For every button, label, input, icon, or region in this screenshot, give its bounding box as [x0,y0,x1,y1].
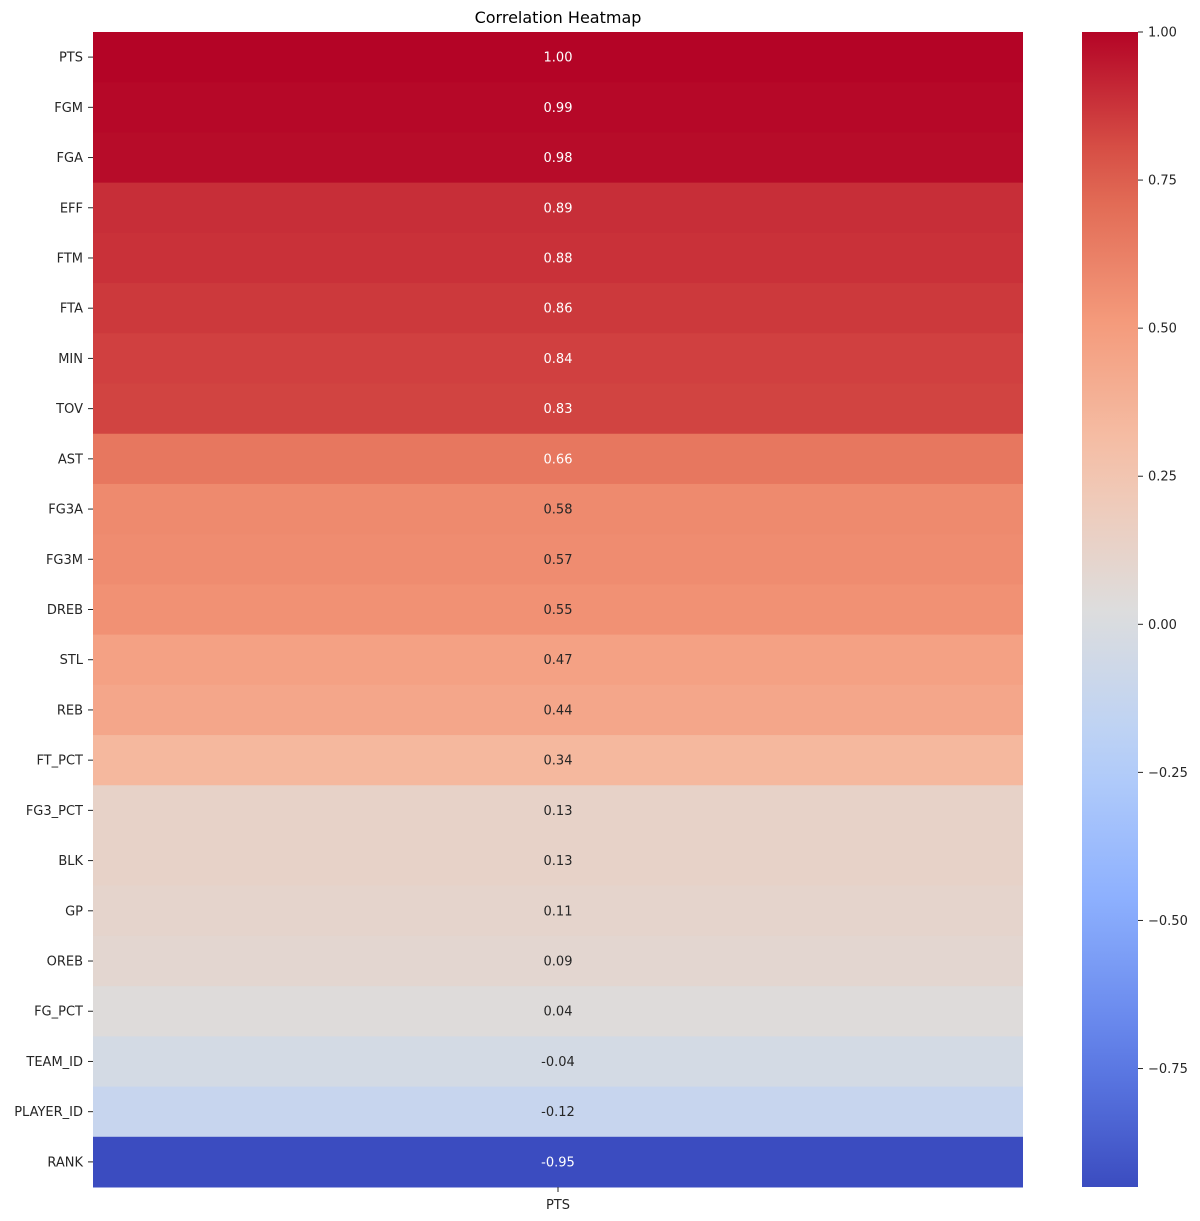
cell-annotation: 0.86 [544,302,573,317]
cell-annotation: 0.66 [544,452,573,467]
y-tick-label: FG3M [46,553,83,568]
heatmap-cell [93,1086,1023,1138]
heatmap-cell [93,383,1023,435]
y-tick-label: PTS [59,51,83,66]
cell-annotation: 0.99 [544,101,573,116]
cell-annotation: 0.47 [544,653,573,668]
colorbar-axis: 1.00 0.75 0.50 0.25 0.00 −0.25 −0.50 −0.75 [1138,26,1188,1077]
heatmap-cell [93,986,1023,1037]
heatmap-cell [93,1036,1023,1088]
y-tick-label: FG3_PCT [26,804,83,819]
heatmap-cell [93,534,1023,585]
colorbar-tick-label: 1.00 [1148,26,1177,41]
cell-annotation: -0.04 [541,1055,575,1070]
y-tick-label: OREB [47,955,83,970]
y-tick-label: FG_PCT [34,1005,83,1020]
colorbar-tick-label: 0.50 [1148,322,1177,337]
colorbar-tick-label: 0.25 [1148,470,1177,485]
colorbar-tick-label: −0.25 [1148,766,1188,781]
y-tick-label: TOV [55,402,83,417]
y-tick-label: PLAYER_ID [14,1105,83,1120]
y-tick-label: FGM [54,101,83,116]
y-tick-label: FGA [57,151,84,166]
y-tick-label: BLK [58,854,83,869]
heatmap-cell [93,584,1023,636]
heatmap-cell [93,333,1023,385]
cell-annotation: 0.84 [544,352,573,367]
cell-annotation: 0.13 [544,854,573,869]
y-tick-label: REB [57,703,83,718]
cell-annotation: 0.13 [544,804,573,819]
y-axis: PTS FGM FGA EFF FTM FTA MIN TOV AST FG3A FG3M DREB S… [14,51,93,1170]
y-tick-label: DREB [47,603,83,618]
y-tick-label: AST [58,452,83,467]
y-tick-label: STL [60,653,84,668]
cell-annotation: 0.11 [544,904,573,919]
heatmap-cell [93,232,1023,284]
cell-annotation: 0.09 [544,955,573,970]
colorbar-tick-label: −0.50 [1148,914,1188,929]
heatmap-cell [93,634,1023,686]
y-tick-label: MIN [58,352,83,367]
heatmap-cells [93,32,1023,1188]
heatmap-cell [93,1136,1023,1188]
heatmap-cell [93,483,1023,535]
colorbar-tick-label: −0.75 [1148,1062,1188,1077]
cell-annotation: 0.34 [544,754,573,769]
y-tick-label: FTA [60,302,83,317]
colorbar [1082,32,1138,1187]
cell-annotation: 0.55 [544,603,573,618]
heatmap-cell [93,885,1023,937]
cell-annotations: 1.00 0.99 0.98 0.89 0.88 0.86 0.84 0.83 0.66 0.58… [541,51,575,1171]
chart-title: Correlation Heatmap [475,8,642,27]
heatmap-cell [93,82,1023,133]
y-tick-label: FT_PCT [36,754,83,769]
heatmap-cell [93,684,1023,736]
heatmap-cell [93,785,1023,836]
heatmap-cell [93,132,1023,184]
cell-annotation: 0.58 [544,503,573,518]
cell-annotation: 0.04 [544,1005,573,1020]
y-tick-label: GP [65,904,83,919]
heatmap-cell [93,935,1023,987]
y-tick-label: EFF [60,201,83,216]
y-tick-label: TEAM_ID [25,1055,83,1070]
cell-annotation: 0.44 [544,703,573,718]
y-tick-label: FTM [57,251,83,266]
heatmap-cell [93,433,1023,485]
heatmap-cell [93,32,1023,83]
y-tick-label: FG3A [48,503,83,518]
cell-annotation: 0.98 [544,151,573,166]
cell-annotation: -0.95 [541,1155,575,1170]
colorbar-tick-label: 0.75 [1148,174,1177,189]
colorbar-tick-label: 0.00 [1148,618,1177,633]
heatmap-cell [93,182,1023,234]
heatmap-cell [93,283,1023,334]
cell-annotation: -0.12 [541,1105,575,1120]
y-tick-label: RANK [47,1155,83,1170]
x-axis: PTS [546,1187,570,1213]
cell-annotation: 0.89 [544,201,573,216]
cell-annotation: 1.00 [544,51,573,66]
cell-annotation: 0.83 [544,402,573,417]
x-tick-label: PTS [546,1198,570,1213]
cell-annotation: 0.88 [544,251,573,266]
heatmap-cell [93,735,1023,786]
cell-annotation: 0.57 [544,553,573,568]
heatmap-cell [93,835,1023,887]
